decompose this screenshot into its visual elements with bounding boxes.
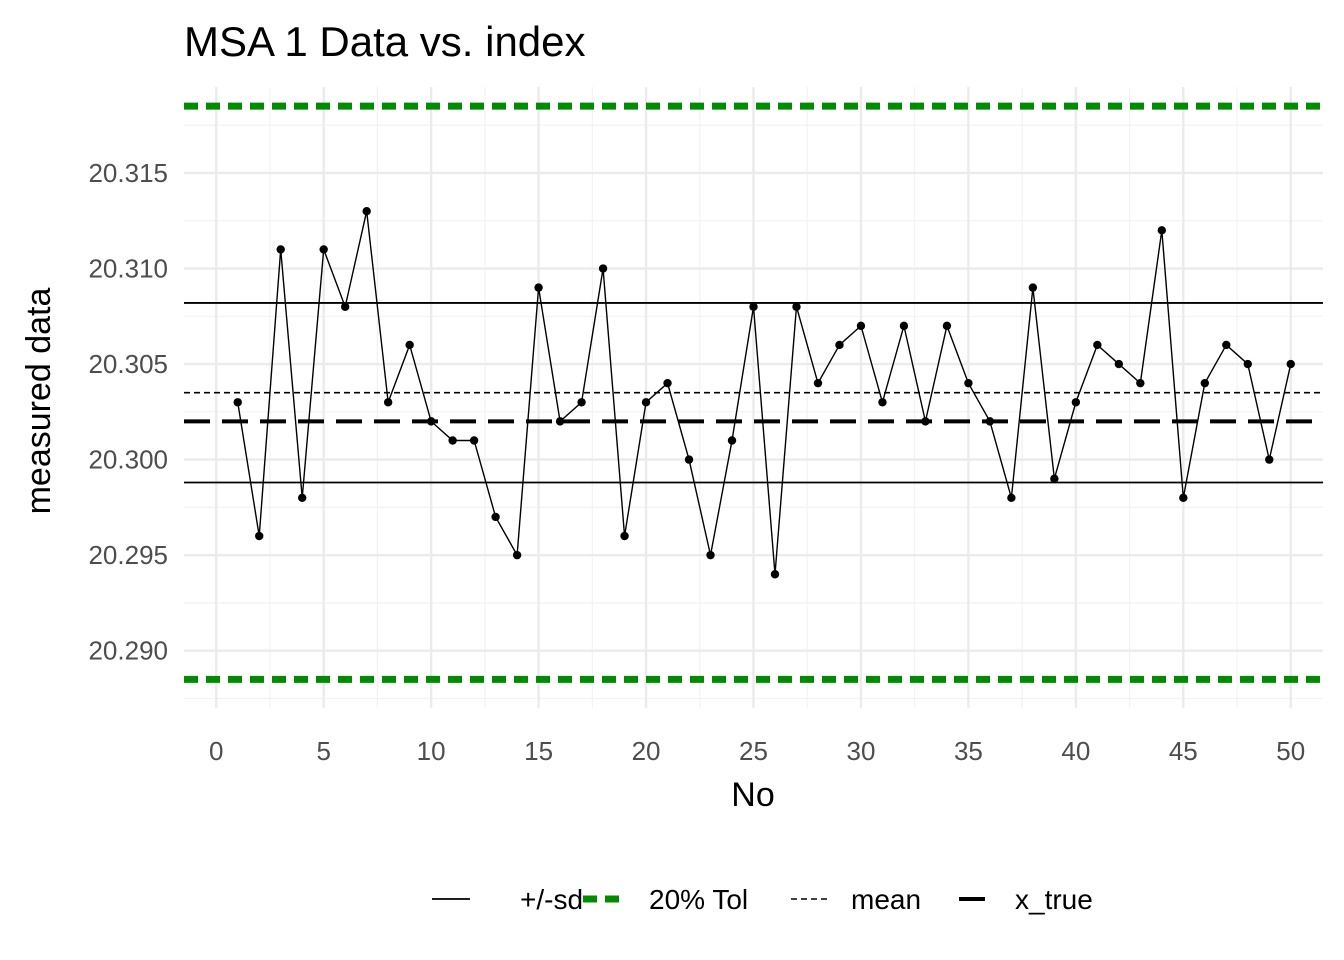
x-tick-label: 15 (524, 736, 553, 766)
data-point (426, 417, 436, 426)
x-tick-label: 35 (954, 736, 983, 766)
data-point (856, 321, 866, 331)
data-point (233, 398, 242, 407)
data-point (706, 550, 715, 560)
data-point (405, 340, 414, 350)
data-point (813, 378, 823, 388)
axis-ticks: 0 5 10 15 20 25 30 35 40 45 50 20.290 20.295 20.300 20… (88, 158, 1305, 766)
chart-title: MSA 1 Data vs. index (184, 18, 586, 65)
x-tick-label: 50 (1276, 736, 1305, 766)
data-point (1114, 359, 1124, 369)
legend-label: x_true (1015, 884, 1093, 915)
x-tick-label: 25 (739, 736, 768, 766)
data-point (792, 302, 801, 311)
data-point (383, 398, 393, 407)
data-point (362, 207, 371, 216)
data-point (555, 417, 565, 426)
y-tick-label: 20.300 (88, 445, 168, 475)
legend-label: 20% Tol (649, 884, 748, 915)
data-point (534, 283, 543, 292)
data-point (1071, 398, 1081, 407)
data-point (770, 570, 780, 579)
y-tick-label: 20.305 (88, 349, 168, 379)
data-point (340, 302, 350, 311)
data-point (1222, 340, 1231, 350)
x-tick-label: 20 (632, 736, 661, 766)
data-point (835, 340, 844, 350)
data-point (641, 398, 651, 407)
data-point (512, 550, 522, 560)
data-point (1050, 474, 1059, 483)
data-point (727, 436, 737, 445)
data-point (964, 378, 973, 388)
data-point (1136, 378, 1145, 388)
data-point (1157, 226, 1167, 235)
x-tick-label: 45 (1169, 736, 1198, 766)
data-point (276, 245, 285, 254)
data-point (942, 321, 952, 331)
legend-label: mean (851, 884, 921, 915)
data-point (577, 398, 586, 407)
series-line (237, 211, 1292, 575)
data-point (491, 512, 500, 522)
data-point (749, 302, 758, 311)
data-point (1286, 359, 1295, 369)
data-point (663, 378, 672, 388)
y-axis-title: measured data (20, 288, 58, 515)
data-point (297, 493, 307, 503)
data-point (1007, 493, 1016, 503)
x-tick-label: 10 (417, 736, 446, 766)
data-series (233, 207, 1295, 579)
data-point (448, 436, 457, 445)
y-tick-label: 20.290 (88, 636, 168, 666)
data-point (684, 455, 694, 464)
y-tick-label: 20.310 (88, 254, 168, 284)
data-point (1200, 378, 1210, 388)
data-point (1243, 359, 1252, 369)
data-point (319, 245, 328, 254)
y-tick-label: 20.295 (88, 540, 168, 570)
y-tick-label: 20.315 (88, 158, 168, 188)
data-point (899, 321, 909, 331)
data-point (255, 531, 264, 541)
x-tick-label: 5 (316, 736, 330, 766)
data-point (469, 436, 479, 445)
data-point (620, 531, 629, 541)
data-point (921, 417, 930, 426)
grid (184, 87, 1323, 708)
data-point (878, 398, 887, 407)
x-tick-label: 30 (846, 736, 875, 766)
x-axis-title: No (731, 776, 774, 814)
x-tick-label: 0 (209, 736, 223, 766)
x-tick-label: 40 (1061, 736, 1090, 766)
legend: +/-sd 20% Tol mean x_true (432, 884, 1093, 915)
data-point (985, 417, 995, 426)
data-point (1179, 493, 1188, 503)
legend-label: +/-sd (520, 884, 583, 915)
data-point (1093, 340, 1102, 350)
data-point (1028, 283, 1038, 292)
data-point (598, 264, 608, 273)
data-point (1265, 455, 1274, 464)
